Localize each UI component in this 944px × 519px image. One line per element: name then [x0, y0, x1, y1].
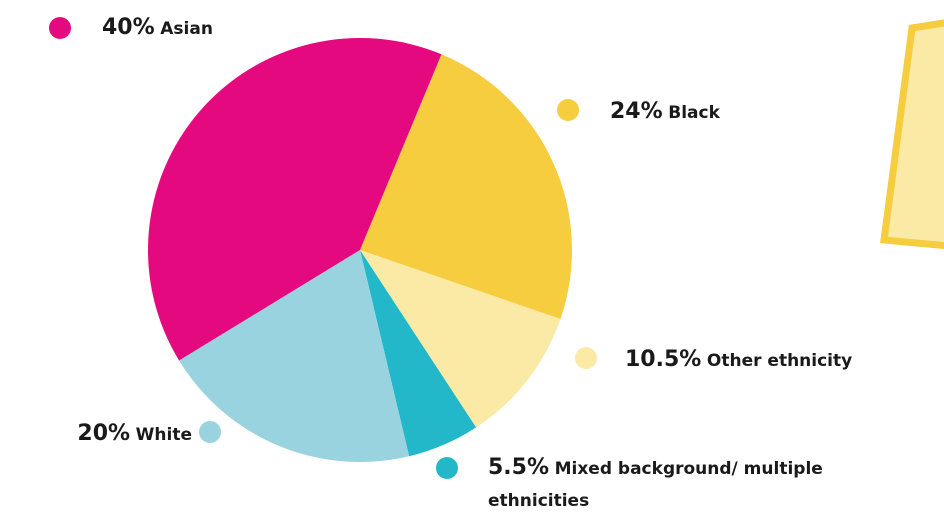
legend-dot: [199, 421, 221, 443]
legend-dot: [575, 347, 597, 369]
category-label: White: [135, 425, 192, 445]
category-label: Asian: [160, 19, 213, 39]
slice-label: 10.5% Other ethnicity: [625, 344, 852, 377]
legend-dot: [557, 99, 579, 121]
category-label: Other ethnicity: [706, 351, 853, 371]
category-label: Black: [668, 103, 720, 123]
value-label: 24%: [610, 99, 663, 124]
value-label: 5.5%: [488, 455, 550, 480]
value-label: 20%: [77, 421, 131, 446]
legend-dot: [49, 17, 71, 39]
decoration: [880, 19, 944, 249]
slice-label: 24% Black: [610, 96, 720, 129]
slice-label: 40% Asian: [102, 12, 213, 45]
pie-slice: [148, 37, 442, 361]
category-label: Mixed background/ multiple ethnicities: [488, 459, 823, 511]
pie-slice: [360, 250, 561, 428]
legend-dot: [436, 457, 458, 479]
pie-slice: [179, 250, 410, 462]
pie-slice: [360, 54, 572, 320]
value-label: 10.5%: [625, 347, 702, 372]
value-label: 40%: [102, 15, 155, 40]
slice-label: 20% White: [77, 418, 192, 451]
pie-slice: [360, 250, 477, 457]
slice-label: 5.5% Mixed background/ multiple ethnicit…: [488, 452, 868, 517]
